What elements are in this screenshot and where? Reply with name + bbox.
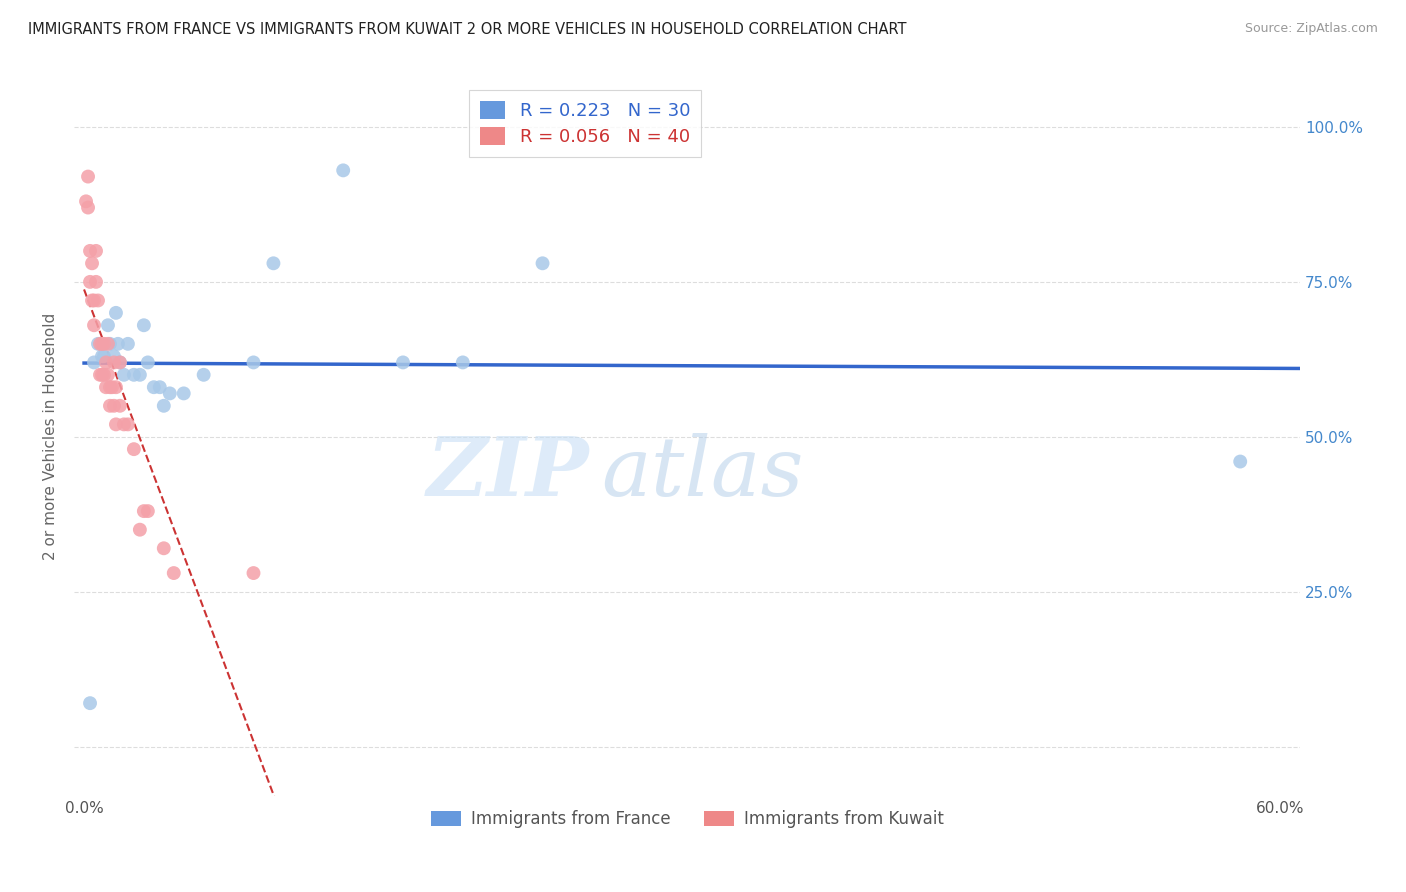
Text: atlas: atlas: [602, 433, 804, 513]
Point: [83, 293, 105, 308]
Point: [108, 355, 131, 369]
Point: [451, 355, 474, 369]
Point: [94, 380, 117, 394]
Point: [79, 696, 101, 710]
Point: [97, 318, 120, 333]
Point: [75, 194, 97, 209]
Point: [91, 336, 114, 351]
Point: [173, 386, 195, 401]
Point: [83, 318, 105, 333]
Point: [89, 336, 111, 351]
Point: [104, 380, 127, 394]
Point: [193, 368, 215, 382]
Point: [242, 355, 264, 369]
Point: [122, 368, 145, 382]
Point: [98, 399, 121, 413]
Point: [531, 256, 554, 270]
Point: [77, 201, 100, 215]
Point: [87, 336, 110, 351]
Point: [103, 349, 125, 363]
Point: [98, 380, 121, 394]
Point: [80, 293, 103, 308]
Text: ZIP: ZIP: [426, 433, 589, 513]
Legend: Immigrants from France, Immigrants from Kuwait: Immigrants from France, Immigrants from …: [425, 803, 950, 835]
Point: [152, 399, 174, 413]
Point: [117, 417, 139, 432]
Point: [93, 349, 115, 363]
Point: [103, 355, 125, 369]
Text: IMMIGRANTS FROM FRANCE VS IMMIGRANTS FROM KUWAIT 2 OR MORE VEHICLES IN HOUSEHOLD: IMMIGRANTS FROM FRANCE VS IMMIGRANTS FRO…: [28, 22, 907, 37]
Point: [77, 169, 100, 184]
Point: [84, 244, 107, 258]
Point: [104, 417, 127, 432]
Point: [93, 336, 115, 351]
Point: [103, 399, 125, 413]
Point: [159, 386, 181, 401]
Point: [117, 336, 139, 351]
Point: [132, 318, 155, 333]
Point: [242, 566, 264, 580]
Y-axis label: 2 or more Vehicles in Household: 2 or more Vehicles in Household: [44, 313, 58, 560]
Point: [128, 523, 150, 537]
Point: [332, 163, 354, 178]
Point: [262, 256, 284, 270]
Point: [84, 275, 107, 289]
Point: [83, 355, 105, 369]
Point: [89, 368, 111, 382]
Point: [101, 380, 124, 394]
Point: [98, 336, 121, 351]
Point: [97, 368, 120, 382]
Point: [152, 541, 174, 556]
Point: [94, 355, 117, 369]
Point: [122, 442, 145, 457]
Point: [163, 566, 186, 580]
Text: Source: ZipAtlas.com: Source: ZipAtlas.com: [1244, 22, 1378, 36]
Point: [79, 275, 101, 289]
Point: [128, 368, 150, 382]
Point: [1229, 454, 1251, 468]
Point: [91, 368, 114, 382]
Point: [149, 380, 172, 394]
Point: [80, 256, 103, 270]
Point: [97, 336, 120, 351]
Point: [112, 417, 135, 432]
Point: [104, 306, 127, 320]
Point: [91, 349, 114, 363]
Point: [108, 399, 131, 413]
Point: [136, 355, 159, 369]
Point: [112, 368, 135, 382]
Point: [79, 244, 101, 258]
Point: [136, 504, 159, 518]
Point: [87, 293, 110, 308]
Point: [107, 336, 129, 351]
Point: [132, 504, 155, 518]
Point: [93, 368, 115, 382]
Point: [142, 380, 165, 394]
Point: [392, 355, 415, 369]
Point: [108, 355, 131, 369]
